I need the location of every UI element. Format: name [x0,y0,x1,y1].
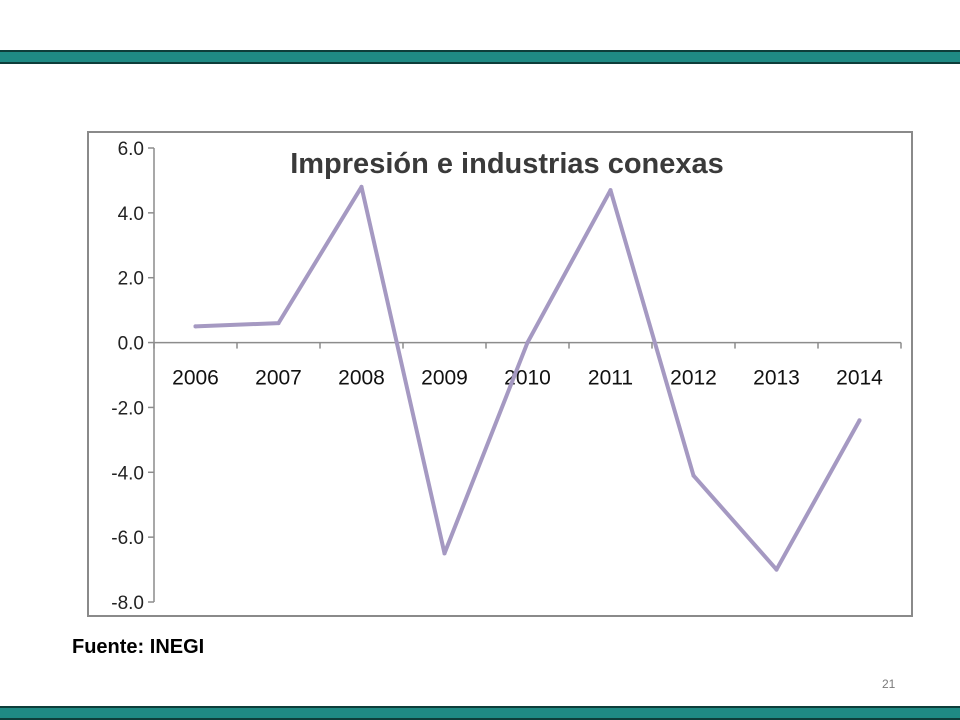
y-tick-label: -2.0 [111,398,144,419]
line-chart: 6.0 4.0 2.0 0.0 -2.0 -4.0 -6.0 -8.0 2006 2007 2008… [111,139,902,614]
chart-frame: 6.0 4.0 2.0 0.0 -2.0 -4.0 -6.0 -8.0 2006 2007 2008… [87,131,913,617]
data-point [193,324,198,329]
x-tick-label: 2006 [172,367,219,390]
data-point [608,188,613,193]
x-tick-label: 2014 [836,367,883,390]
x-tick-label: 2008 [338,367,385,390]
x-tick-label: 2013 [753,367,800,390]
data-point [359,184,364,189]
data-point [691,473,696,478]
y-tick-label: -6.0 [111,528,144,549]
page-number: 21 [882,677,896,691]
data-point [442,551,447,556]
y-tick-label: -8.0 [111,593,144,614]
chart-title: Impresión e industrias conexas [290,148,724,180]
source-note: Fuente: INEGI [72,636,205,658]
x-tick-label: 2011 [588,367,633,390]
y-tick-label: 4.0 [118,204,144,225]
y-tick-label: -4.0 [111,463,144,484]
bottom-accent-band [0,706,960,720]
data-point [525,340,530,345]
data-point [276,321,281,326]
y-tick-label: 0.0 [118,334,144,355]
y-tick-label: 6.0 [118,139,144,160]
data-point [857,418,862,423]
y-tick-label: 2.0 [118,269,144,290]
x-tick-label: 2007 [255,367,302,390]
x-tick-label: 2009 [421,367,468,390]
x-tick-label: 2012 [670,367,717,390]
top-accent-band [0,50,960,64]
data-point [774,567,779,572]
